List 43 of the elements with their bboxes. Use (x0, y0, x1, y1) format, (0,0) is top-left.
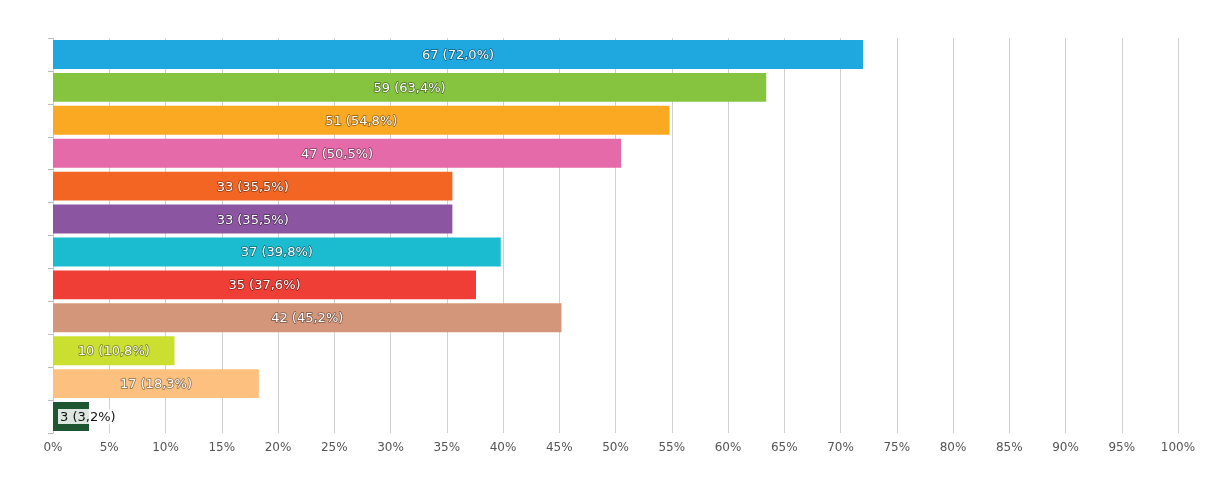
bar (53, 237, 501, 267)
x-tick-label: 55% (658, 440, 686, 454)
x-tick-label: 70% (827, 440, 854, 454)
bar (53, 171, 453, 201)
x-tick-label: 10% (152, 440, 179, 454)
data-label: 59 (63,4%) (373, 79, 446, 95)
data-label: 35 (37,6%) (228, 277, 301, 293)
data-label: 42 (45,2%) (271, 310, 344, 326)
bar (53, 303, 562, 333)
x-tick-label: 25% (320, 440, 348, 454)
bar (53, 369, 259, 399)
x-tick-label: 50% (602, 440, 629, 454)
x-tick-label: 90% (1052, 440, 1079, 454)
x-tick-label: 45% (545, 440, 573, 454)
x-tick-label: 75% (883, 440, 911, 454)
x-tick-label: 60% (714, 440, 742, 454)
data-label: 51 (54,8%) (325, 112, 398, 128)
x-tick-label: 30% (377, 440, 404, 454)
data-label: 33 (35,5%) (216, 211, 289, 227)
x-tick-label: 5% (99, 440, 119, 454)
x-tick-label: 85% (995, 440, 1023, 454)
bar (53, 72, 767, 102)
bar (53, 105, 670, 135)
bar (53, 138, 622, 168)
bar (53, 39, 863, 69)
data-label: 3 (3,2%) (60, 409, 116, 425)
data-label: 17 (18,3%) (119, 376, 192, 392)
x-tick-label: 40% (489, 440, 517, 454)
data-label: 67 (72,0%) (421, 46, 495, 62)
data-label: 33 (35,5%) (216, 178, 289, 194)
bar (53, 270, 476, 300)
x-tick-label: 100% (1160, 440, 1196, 454)
x-tick-label: 35% (433, 440, 461, 454)
data-label: 47 (50,5%) (301, 145, 374, 161)
x-tick-label: 95% (1108, 440, 1136, 454)
x-tick-label: 80% (939, 440, 967, 454)
bar (53, 204, 453, 234)
data-label: 37 (39,8%) (240, 244, 313, 260)
data-label: 10 (10,8%) (77, 343, 150, 359)
x-tick-label: 0% (43, 440, 63, 454)
x-tick-label: 15% (208, 440, 236, 454)
x-tick-label: 20% (264, 440, 292, 454)
x-tick-label: 65% (770, 440, 798, 454)
